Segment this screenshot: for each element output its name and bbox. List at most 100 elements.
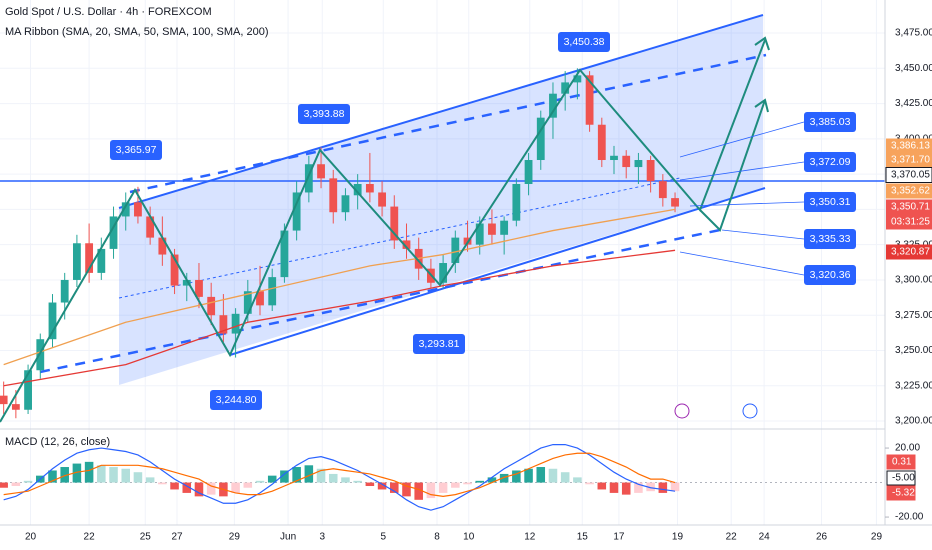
price-label-box — [886, 138, 932, 154]
macd-bar — [158, 482, 167, 485]
candle-body — [646, 160, 655, 182]
macd-bar — [536, 467, 546, 483]
candle-body — [365, 183, 374, 193]
labels: 3,365.97 3,393.88 3,244.80 3,293.81 3,450.38… — [110, 32, 856, 410]
macd-bar — [133, 472, 143, 483]
macd-bar — [84, 461, 94, 483]
price-label-box — [885, 167, 932, 183]
macd-bar — [365, 482, 375, 487]
macd-bar — [109, 467, 118, 483]
macd-bar — [646, 482, 655, 492]
zigzag — [0, 39, 766, 423]
candle-body — [195, 279, 203, 297]
price-label-box — [886, 214, 932, 230]
macd-bar — [634, 482, 643, 493]
macd-bar — [438, 482, 448, 493]
candle-body — [146, 216, 155, 238]
macd-bar — [548, 468, 558, 483]
candle-body — [585, 75, 594, 125]
candle-body — [317, 164, 325, 179]
macd-bar — [670, 482, 680, 492]
y-tick-label: 3,275.00 — [895, 310, 932, 321]
channel-top — [118, 14, 764, 209]
macd-value-label: -5.00 — [892, 473, 915, 484]
candle-body — [549, 93, 557, 118]
macd-bar — [451, 482, 460, 488]
macd-bar — [72, 463, 82, 483]
ma-line — [3, 208, 676, 366]
candle-body — [182, 279, 191, 286]
candle-body — [658, 181, 667, 199]
price-label: 03:31:25 — [891, 217, 930, 228]
annotation-label: 3,335.33 — [810, 233, 851, 245]
candle-body — [439, 263, 448, 283]
macd-value-box — [886, 485, 916, 501]
candle-body — [85, 243, 94, 273]
y-tick-label: 3,200.00 — [895, 416, 932, 427]
x-tick-label: 22 — [84, 532, 96, 543]
x-tick-label: 27 — [171, 532, 183, 543]
candle-body — [475, 223, 484, 245]
candle-body — [170, 254, 179, 286]
event-icon[interactable] — [742, 403, 758, 419]
candle-body — [268, 277, 277, 306]
macd-bar — [11, 482, 21, 487]
candle-body — [341, 195, 350, 213]
annotation-box — [804, 112, 856, 132]
macd-bar — [499, 473, 509, 483]
macd-bar — [597, 482, 607, 490]
macd-bar — [292, 467, 301, 483]
macd-bar — [609, 482, 619, 493]
channel-dash-bottom — [39, 228, 721, 374]
annotation-box — [413, 334, 465, 354]
candle-body — [231, 313, 240, 334]
macd-bar — [280, 470, 289, 483]
x-tick-label: 3 — [319, 532, 325, 543]
macd-bar — [524, 468, 533, 483]
x-tick-label: 22 — [726, 532, 738, 543]
candle-body — [134, 202, 142, 217]
macd-bar — [390, 482, 399, 493]
candle-body — [488, 223, 496, 235]
annotation-box — [804, 229, 856, 249]
candle-body — [0, 395, 8, 405]
candle-body — [390, 206, 399, 241]
channel — [119, 15, 763, 385]
candle-body — [121, 202, 130, 217]
macd-bar — [426, 482, 436, 499]
macd-bar — [475, 480, 485, 483]
candle-body — [109, 216, 118, 249]
candle-body — [11, 404, 20, 410]
x-tick-label: 17 — [613, 532, 625, 543]
candle-body — [329, 178, 338, 213]
macd-bar — [377, 482, 387, 490]
candle-body — [60, 279, 69, 303]
macd-bar — [267, 475, 277, 483]
event-icon[interactable] — [674, 403, 690, 419]
price-label: 3,320.87 — [891, 247, 930, 258]
macd-bar — [121, 468, 131, 483]
candle-body — [536, 117, 545, 161]
x-tick-label: 29 — [229, 532, 241, 543]
candle-body — [292, 192, 301, 231]
price-label: 3,350.71 — [891, 202, 930, 213]
candle-body — [256, 291, 264, 306]
chart-subtitle: MA Ribbon (SMA, 20, SMA, 50, SMA, 100, S… — [5, 26, 269, 38]
candle-body — [97, 248, 106, 273]
x-tick-label: 15 — [577, 532, 589, 543]
macd-bar — [512, 470, 521, 483]
channel-dash-top — [129, 53, 767, 194]
price-label: 3,352.62 — [891, 186, 930, 197]
macd-bar — [206, 482, 216, 495]
macd-tick-label: 20.00 — [895, 443, 920, 454]
macd-bar — [255, 480, 265, 483]
price-label-box — [886, 244, 932, 260]
macd-bar — [60, 467, 69, 483]
annotation-label: 3,450.38 — [564, 36, 605, 48]
macd-bar — [231, 482, 240, 493]
macd-line — [3, 443, 676, 511]
macd-bar — [402, 482, 411, 497]
x-tick-label: 12 — [524, 532, 536, 543]
price-label: 3,371.70 — [891, 155, 930, 166]
candle-body — [72, 243, 81, 280]
